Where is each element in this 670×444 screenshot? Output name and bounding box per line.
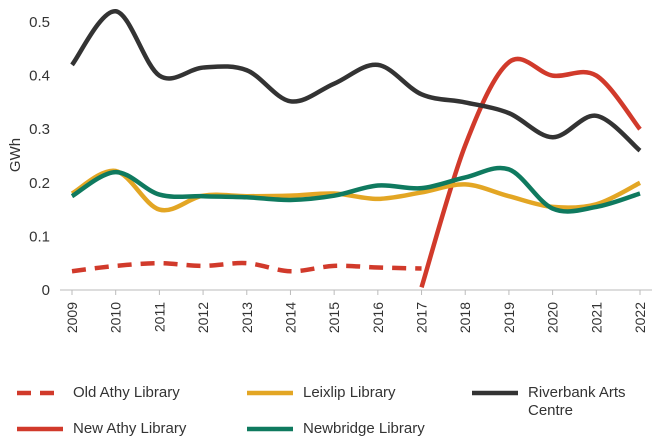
x-tick-label: 2012 xyxy=(195,302,211,333)
legend-swatch xyxy=(472,390,518,396)
line-series xyxy=(70,9,642,153)
x-tick-label: 2010 xyxy=(108,302,124,333)
x-tick-label: 2014 xyxy=(282,302,298,333)
legend-label: Leixlip Library xyxy=(303,384,396,401)
x-tick-label: 2021 xyxy=(588,302,604,333)
y-tick-label: 0.2 xyxy=(29,175,50,192)
x-tick-label: 2017 xyxy=(414,302,430,333)
legend-item: Riverbank Arts Centre xyxy=(470,384,640,420)
legend-swatch xyxy=(247,426,293,432)
legend-swatch xyxy=(17,390,63,396)
x-tick-label: 2020 xyxy=(545,302,561,333)
x-tick-label: 2009 xyxy=(64,302,80,333)
y-tick-label: 0.3 xyxy=(29,121,50,138)
line-series xyxy=(70,165,641,214)
x-tick-label: 2018 xyxy=(457,302,473,333)
legend-item: New Athy Library xyxy=(15,420,186,438)
y-tick-label: 0.1 xyxy=(29,228,50,245)
x-tick-label: 2011 xyxy=(151,302,167,332)
legend-label: Newbridge Library xyxy=(303,420,425,437)
legend-label: Old Athy Library xyxy=(73,384,180,401)
x-tick-label: 2013 xyxy=(239,302,255,333)
x-tick-label: 2019 xyxy=(501,302,517,333)
legend-label: Riverbank Arts Centre xyxy=(528,384,626,419)
x-tick-label: 2022 xyxy=(632,302,648,333)
y-tick-label: 0.4 xyxy=(29,68,50,85)
plot: GWh 0 0.1 0.2 0.3 0.4 0.5 2009 2010 2011 2012 2013… xyxy=(7,9,652,333)
legend-swatch xyxy=(17,426,63,432)
legend-item: Newbridge Library xyxy=(245,420,425,438)
legend-swatch xyxy=(247,390,293,396)
line-series xyxy=(71,260,422,274)
y-tick-label: 0 xyxy=(42,282,50,299)
legend-item: Leixlip Library xyxy=(245,384,396,402)
legend-item: Old Athy Library xyxy=(15,384,180,402)
x-tick-label: 2015 xyxy=(326,302,342,333)
y-axis-label: GWh xyxy=(7,138,24,172)
x-tick-label: 2016 xyxy=(370,302,386,333)
y-tick-label: 0.5 xyxy=(29,14,50,31)
line-series xyxy=(419,56,642,288)
legend-label: New Athy Library xyxy=(73,420,187,437)
